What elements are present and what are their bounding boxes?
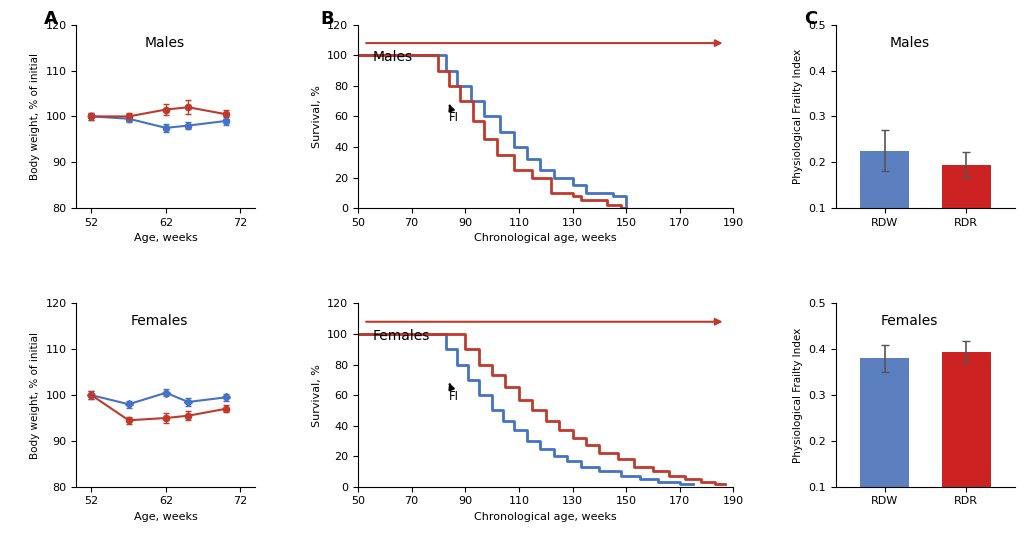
X-axis label: Age, weeks: Age, weeks	[133, 512, 198, 522]
Bar	[860, 151, 908, 254]
X-axis label: Chronological age, weeks: Chronological age, weeks	[474, 233, 616, 243]
X-axis label: Age, weeks: Age, weeks	[133, 233, 198, 243]
Y-axis label: Survival, %: Survival, %	[311, 85, 321, 148]
Y-axis label: Physiological Frailty Index: Physiological Frailty Index	[793, 327, 802, 463]
Text: Males: Males	[889, 36, 929, 50]
Y-axis label: Survival, %: Survival, %	[311, 364, 321, 426]
X-axis label: Chronological age, weeks: Chronological age, weeks	[474, 512, 616, 522]
Text: Females: Females	[880, 315, 937, 328]
Text: Females: Females	[373, 329, 430, 343]
Text: B: B	[320, 10, 333, 28]
Bar	[860, 359, 908, 532]
Text: FI: FI	[448, 384, 459, 403]
Text: Males: Males	[373, 51, 413, 64]
Y-axis label: Body weight, % of initial: Body weight, % of initial	[31, 53, 40, 180]
Bar	[941, 164, 989, 254]
Y-axis label: Body weight, % of initial: Body weight, % of initial	[31, 332, 40, 459]
Text: C: C	[803, 10, 816, 28]
Text: A: A	[44, 10, 58, 28]
Text: Males: Males	[145, 36, 184, 50]
Text: Females: Females	[130, 315, 187, 328]
Bar	[941, 351, 989, 532]
Y-axis label: Physiological Frailty Index: Physiological Frailty Index	[793, 49, 802, 184]
Text: FI: FI	[448, 106, 459, 124]
